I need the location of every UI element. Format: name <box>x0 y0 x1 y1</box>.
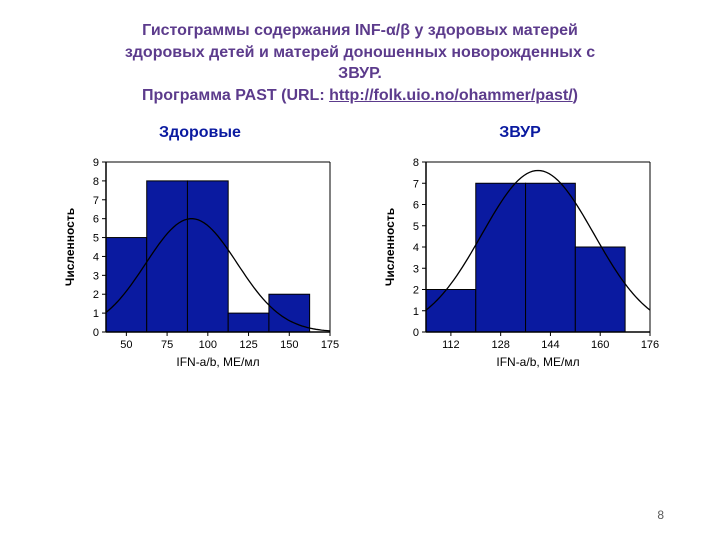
svg-text:1: 1 <box>93 308 99 320</box>
svg-text:Численность: Численность <box>63 208 77 286</box>
svg-text:9: 9 <box>93 157 99 169</box>
svg-text:112: 112 <box>442 339 460 351</box>
panel-label-healthy: Здоровые <box>50 124 350 142</box>
svg-text:2: 2 <box>93 290 99 302</box>
title-line1: Гистограммы содержания INF-α/β у здоровы… <box>142 22 578 39</box>
svg-text:4: 4 <box>413 242 419 254</box>
svg-text:176: 176 <box>641 339 659 351</box>
svg-text:4: 4 <box>93 252 99 264</box>
svg-text:160: 160 <box>591 339 609 351</box>
title-line4-suffix: ) <box>573 87 578 104</box>
svg-text:144: 144 <box>541 339 559 351</box>
charts-row: Здоровые 01234567895075100125150175IFN-a… <box>40 124 680 372</box>
svg-text:75: 75 <box>161 339 173 351</box>
svg-text:0: 0 <box>413 327 419 339</box>
svg-text:6: 6 <box>93 214 99 226</box>
svg-text:1: 1 <box>413 306 419 318</box>
panel-zvur: ЗВУР 0 1 2 3 4 5 6 7 8 112 128 144 160 176 IFN-a/b, МЕ… <box>370 124 670 372</box>
svg-text:100: 100 <box>199 339 217 351</box>
svg-text:IFN-a/b, МЕ/мл: IFN-a/b, МЕ/мл <box>176 355 259 369</box>
svg-text:Численность: Численность <box>383 208 397 286</box>
svg-text:0: 0 <box>93 327 99 339</box>
svg-text:3: 3 <box>413 264 419 276</box>
svg-text:6: 6 <box>413 200 419 212</box>
histogram-zvur: 0 1 2 3 4 5 6 7 8 112 128 144 160 176 IFN-a/b, МЕ/мл Чи… <box>380 152 660 372</box>
panel-healthy: Здоровые 0 1 2 3 4 5 6 7 8 9 50 75 100 125 150 175 IFN-a… <box>50 124 350 372</box>
svg-text:7: 7 <box>93 195 99 207</box>
svg-text:5: 5 <box>413 221 419 233</box>
title-line3: ЗВУР. <box>338 65 382 82</box>
svg-text:50: 50 <box>120 339 132 351</box>
svg-text:128: 128 <box>491 339 509 351</box>
title-line2: здоровых детей и матерей доношенных ново… <box>125 44 595 61</box>
panel-label-zvur: ЗВУР <box>370 124 670 142</box>
svg-text:5: 5 <box>93 233 99 245</box>
svg-text:8: 8 <box>93 176 99 188</box>
slide-title: Гистограммы содержания INF-α/β у здоровы… <box>40 20 680 106</box>
svg-text:2: 2 <box>413 285 419 297</box>
svg-text:3: 3 <box>93 271 99 283</box>
svg-text:175: 175 <box>321 339 339 351</box>
svg-text:7: 7 <box>413 179 419 191</box>
svg-text:150: 150 <box>280 339 298 351</box>
svg-text:125: 125 <box>239 339 257 351</box>
title-line4-prefix: Программа PAST (URL: <box>142 87 329 104</box>
slide: { "title": { "line1": "Гистограммы содер… <box>0 0 720 540</box>
svg-text:IFN-a/b, МЕ/мл: IFN-a/b, МЕ/мл <box>496 355 579 369</box>
svg-text:8: 8 <box>413 157 419 169</box>
page-number: 8 <box>657 508 664 522</box>
histogram-healthy: 0 1 2 3 4 5 6 7 8 9 50 75 100 125 150 175 IFN-a/b, МЕ/мл… <box>60 152 340 372</box>
past-url-link[interactable]: http://folk.uio.no/ohammer/past/ <box>329 87 573 104</box>
